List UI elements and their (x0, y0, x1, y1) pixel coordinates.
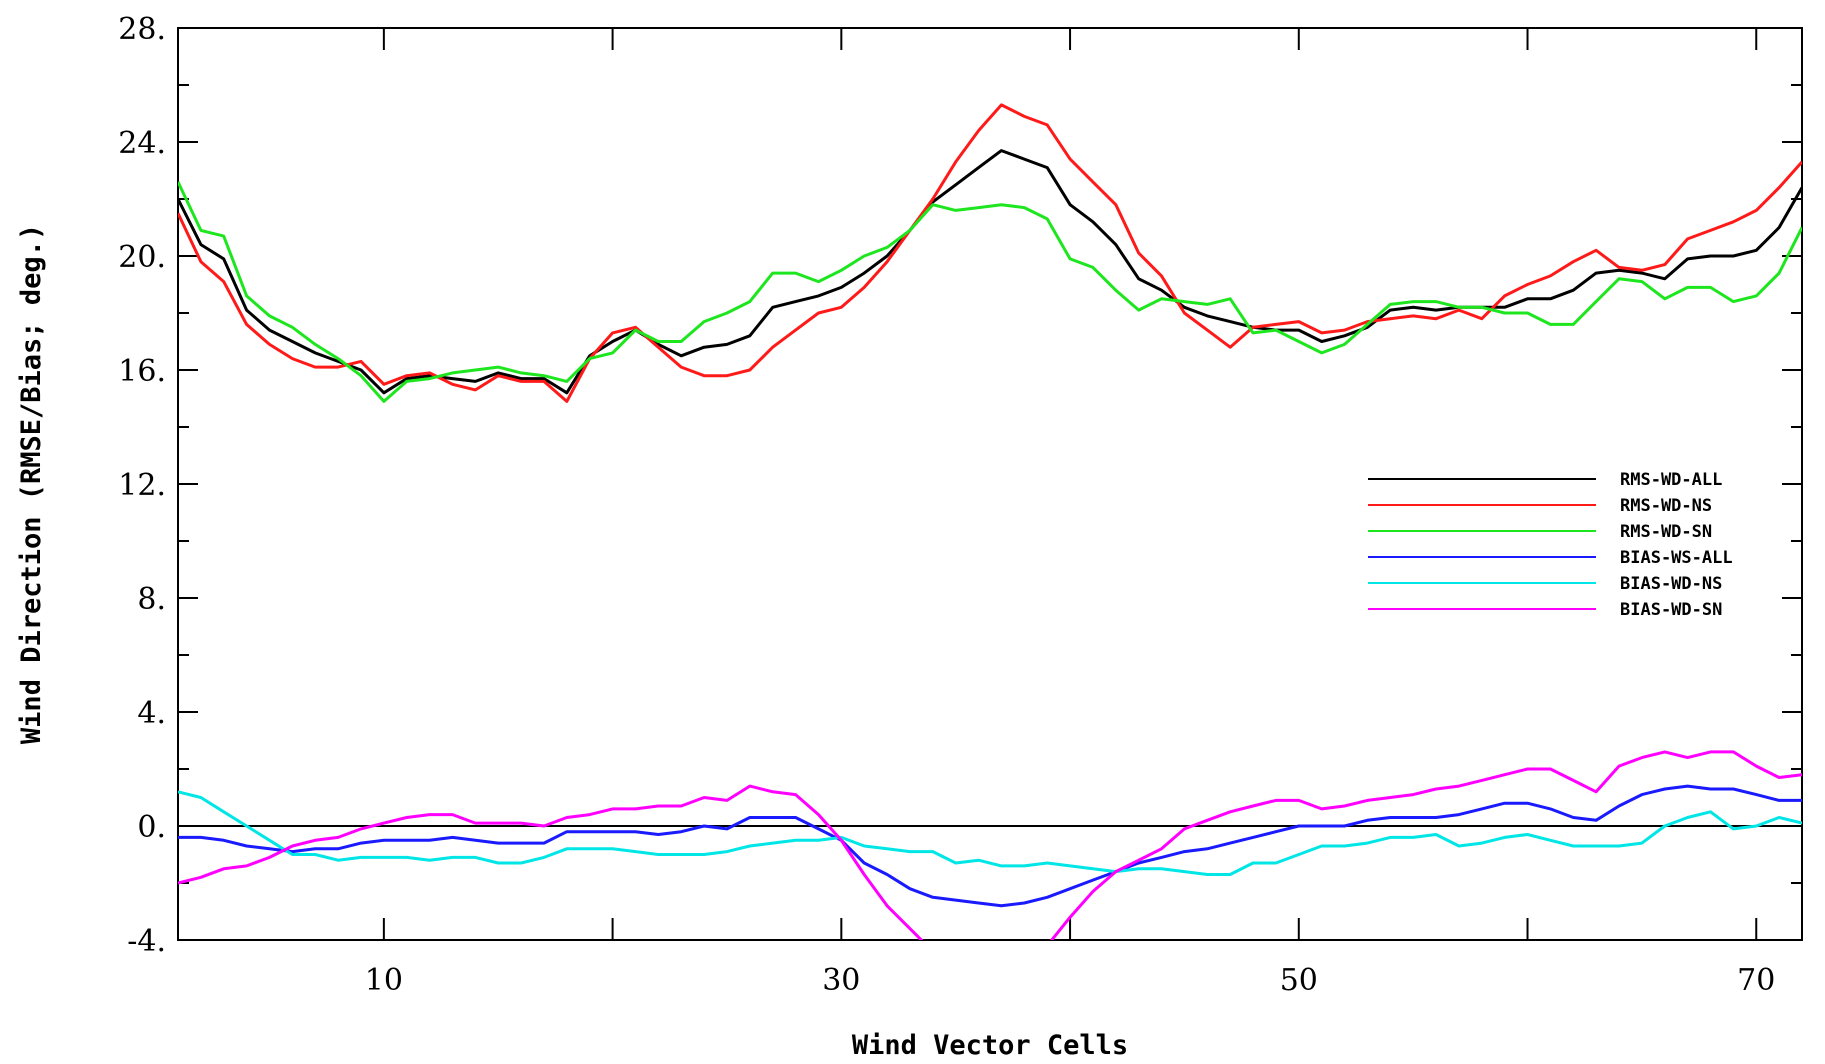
y-tick-label: 8. (137, 582, 166, 617)
y-axis-title: Wind Direction (RMSE/Bias; deg.) (16, 224, 47, 744)
y-tick-label: 28. (118, 12, 166, 47)
x-axis-title: Wind Vector Cells (852, 1030, 1128, 1061)
series-line-bias-ws-all (178, 784, 1802, 908)
x-tick-label: 10 (365, 963, 403, 998)
legend-label: RMS-WD-NS (1620, 496, 1712, 516)
y-tick-label: 24. (118, 126, 166, 161)
y-tick-label: 12. (118, 468, 166, 503)
series-line-rms-wd-ns (178, 103, 1802, 403)
legend-label: BIAS-WD-SN (1620, 600, 1722, 620)
y-tick-label: -4. (127, 924, 166, 959)
series-line-rms-wd-sn (178, 181, 1802, 403)
y-tick-label: 0. (137, 810, 166, 845)
y-tick-label: 16. (118, 354, 166, 389)
series-line-bias-wd-ns (178, 790, 1802, 876)
legend: RMS-WD-ALL RMS-WD-NS RMS-WD-SN BIAS-WS-ALL B… (1368, 470, 1733, 620)
x-tick-label: 70 (1737, 963, 1775, 998)
plot-frame (177, 27, 1803, 941)
y-tick-label: 20. (118, 240, 166, 275)
legend-label: RMS-WD-ALL (1620, 470, 1722, 490)
series-layer (178, 103, 1802, 940)
y-tick-label: 4. (137, 696, 166, 731)
series-line-rms-wd-all (178, 149, 1802, 395)
legend-label: BIAS-WS-ALL (1620, 548, 1733, 568)
x-tick-label: 50 (1280, 963, 1318, 998)
axes: -4. 0. 4. 8. 12. 16. 20. 24. 28. 10 30 50 70 (118, 12, 1803, 998)
series-line-bias-wd-sn (178, 750, 1802, 940)
legend-label: RMS-WD-SN (1620, 522, 1712, 542)
x-tick-label: 30 (822, 963, 860, 998)
legend-label: BIAS-WD-NS (1620, 574, 1722, 594)
